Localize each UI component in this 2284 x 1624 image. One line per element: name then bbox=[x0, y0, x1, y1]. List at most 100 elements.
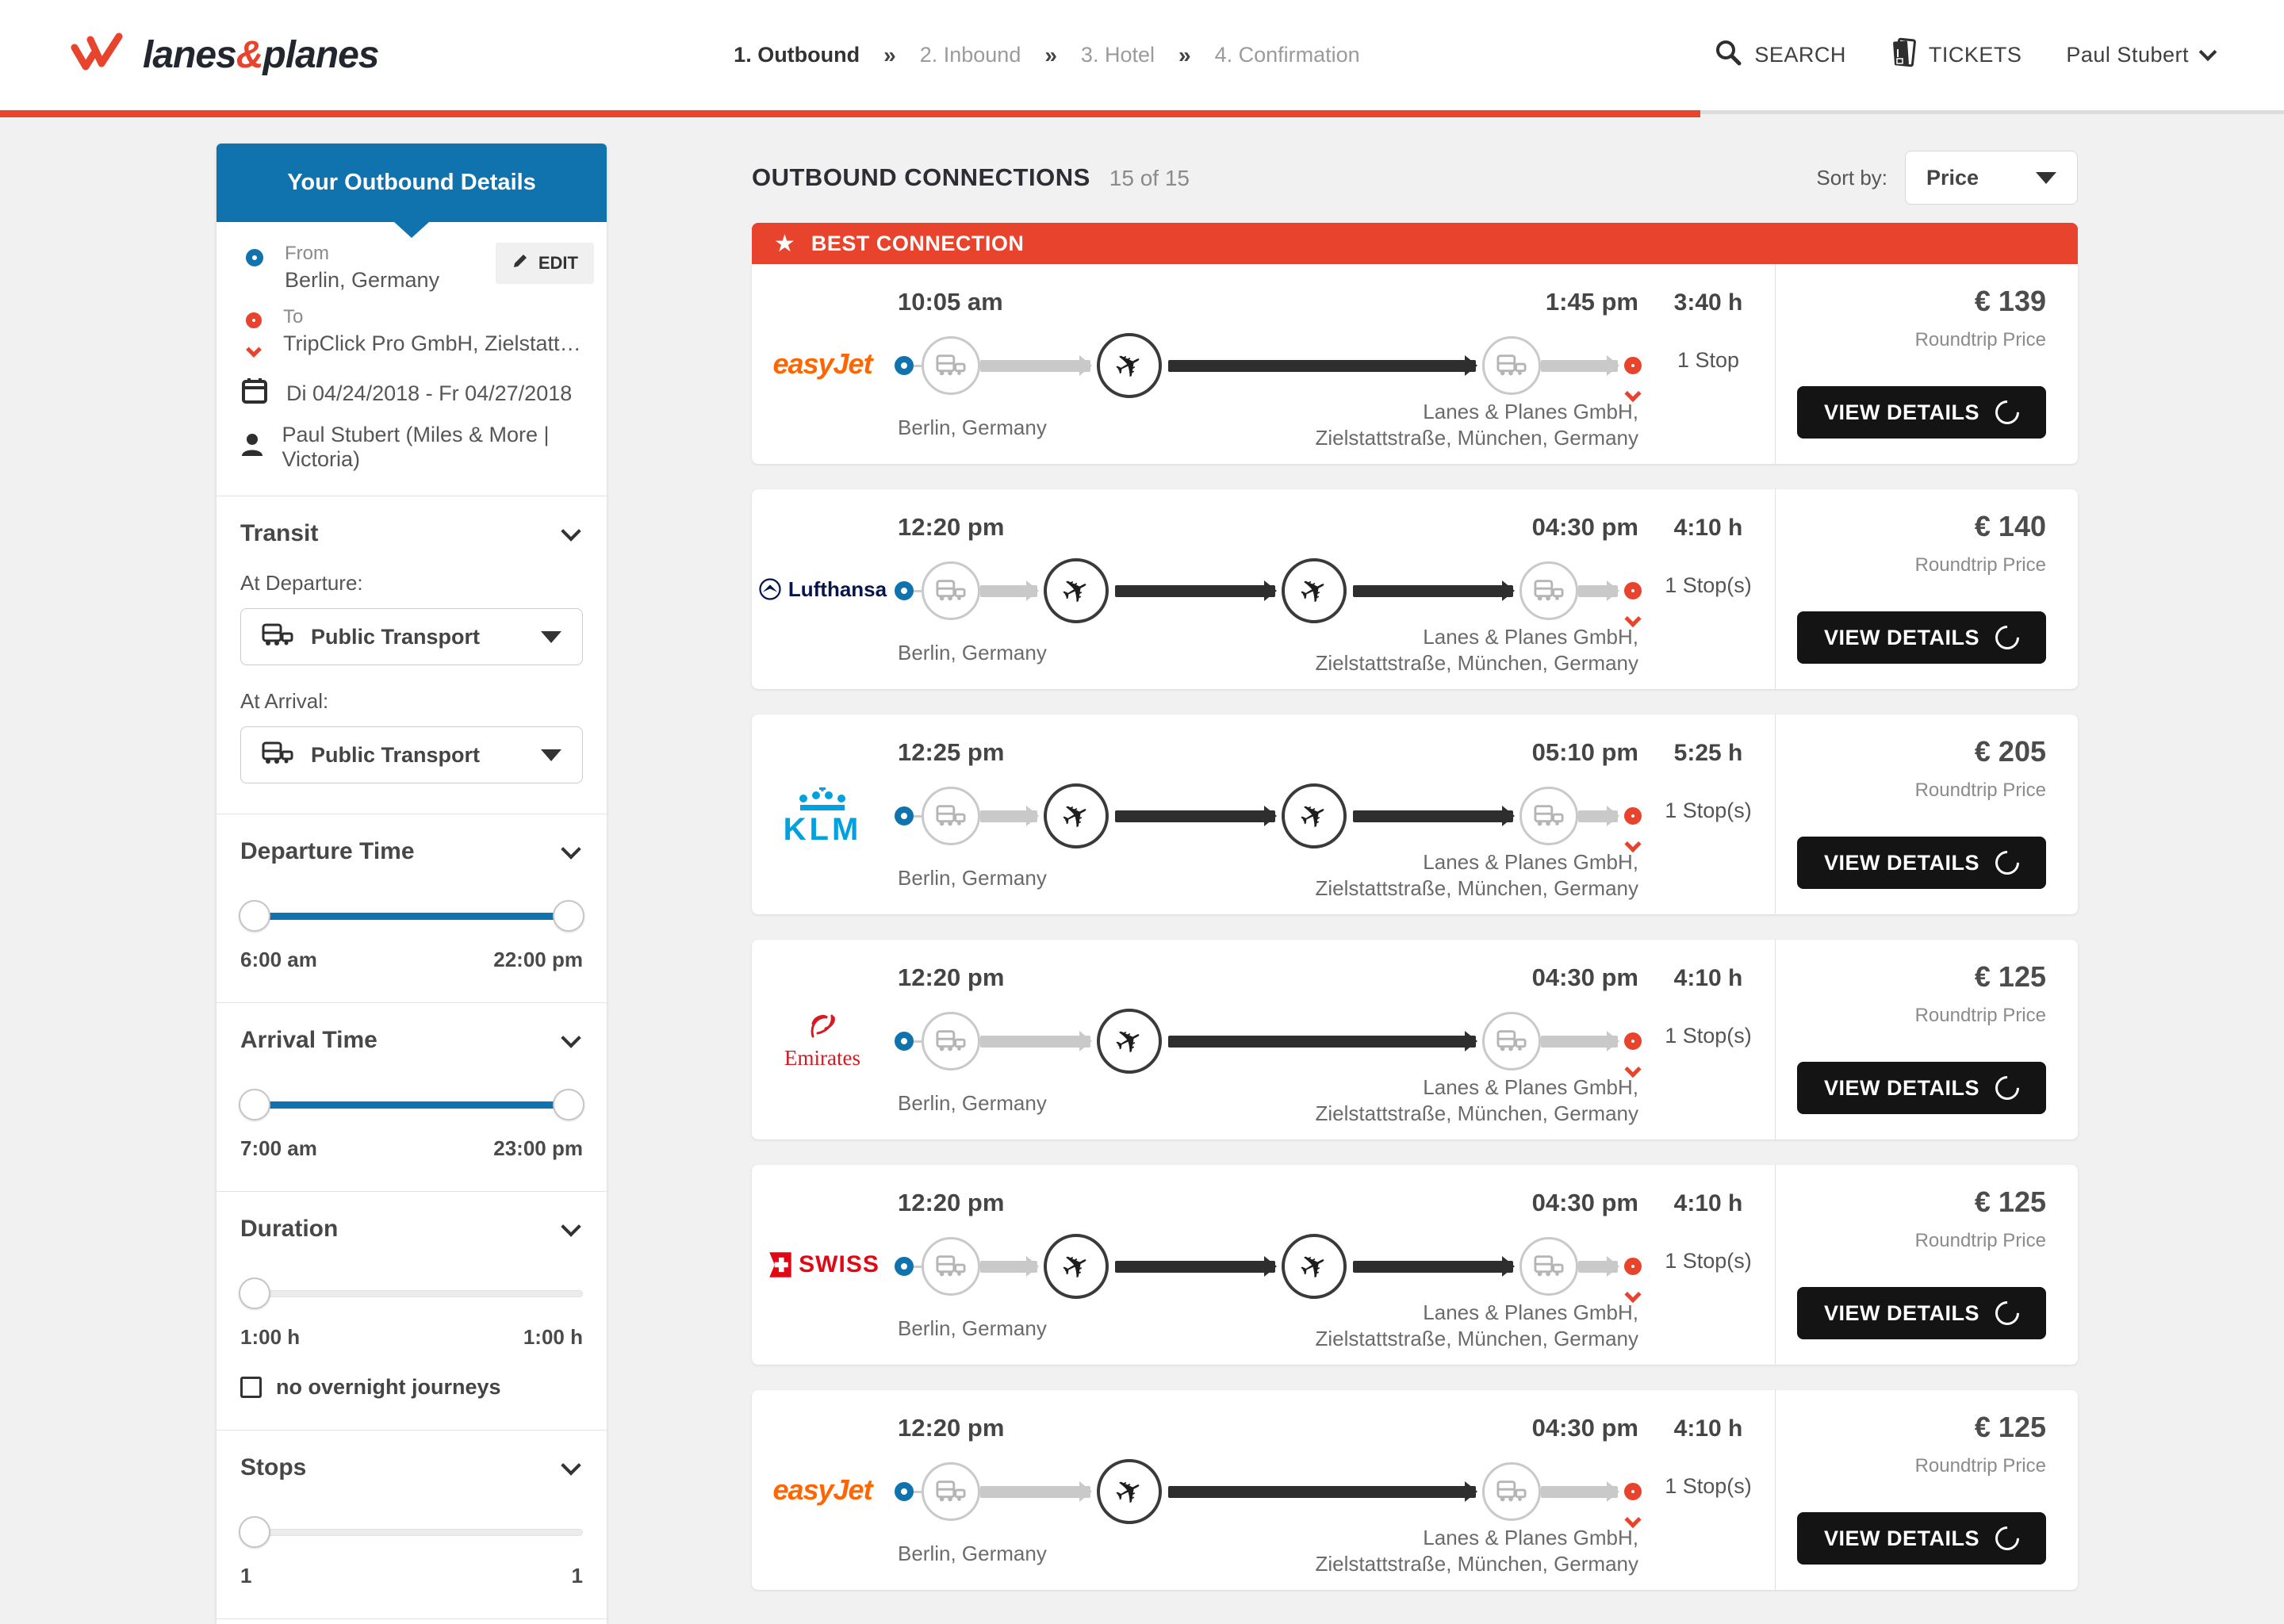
stops-slider bbox=[239, 1516, 583, 1548]
collapse-chevron-icon[interactable] bbox=[561, 1028, 581, 1048]
user-menu[interactable]: Paul Stubert bbox=[2066, 42, 2217, 67]
destination-pin-icon bbox=[1624, 807, 1642, 825]
no-overnight-checkbox-row[interactable]: no overnight journeys bbox=[240, 1375, 583, 1400]
ground-transport-icon bbox=[922, 561, 980, 620]
roundtrip-price-label: Roundtrip Price bbox=[1914, 1005, 2046, 1026]
view-details-button[interactable]: VIEW DETAILS bbox=[1796, 611, 2046, 664]
ground-transport-icon bbox=[922, 1462, 980, 1521]
to-value: TripClick Pro GmbH, Zielstattstraße, Mun… bbox=[283, 331, 584, 355]
total-duration: 4:10 h bbox=[1673, 515, 1743, 541]
at-arrival-label: At Arrival: bbox=[240, 689, 329, 713]
klm-logo: KLM bbox=[784, 787, 862, 845]
total-duration: 5:25 h bbox=[1673, 740, 1743, 766]
journey-summary: 12:20 pm 04:30 pm ✈ bbox=[893, 940, 1642, 1139]
view-details-button[interactable]: VIEW DETAILS bbox=[1796, 1512, 2046, 1565]
user-name: Paul Stubert bbox=[2066, 43, 2189, 67]
connection-card: easyJet 12:20 pm 04:30 pm ✈ bbox=[752, 1390, 2078, 1590]
collapse-chevron-icon[interactable] bbox=[561, 1216, 581, 1237]
lufthansa-logo: Lufthansa bbox=[758, 577, 887, 602]
journey-timeline: ✈ ✈ bbox=[895, 1234, 1642, 1299]
stops-count: 1 Stop bbox=[1677, 348, 1740, 372]
price-value: € 125 bbox=[1974, 1411, 2046, 1443]
journey-summary: 12:25 pm 05:10 pm ✈ ✈ bbox=[893, 714, 1642, 914]
collapse-chevron-icon[interactable] bbox=[561, 521, 581, 542]
loader-circle-icon bbox=[1990, 620, 2025, 655]
arrival-transit-select[interactable]: Public Transport bbox=[240, 726, 583, 783]
loader-circle-icon bbox=[1990, 1071, 2025, 1105]
emirates-logo: Emirates bbox=[784, 1009, 860, 1071]
journey-timeline: ✈ bbox=[895, 1009, 1642, 1074]
slider-handle-max[interactable] bbox=[553, 900, 584, 932]
arrival-time: 04:30 pm bbox=[1531, 513, 1638, 541]
sidebar-title: Your Outbound Details bbox=[287, 170, 536, 195]
sort-select-value: Price bbox=[1926, 165, 1979, 190]
slider-handle-min[interactable] bbox=[239, 900, 270, 932]
journey-summary: 12:20 pm 04:30 pm ✈ ✈ bbox=[893, 1165, 1642, 1365]
date-range-value: Di 04/24/2018 - Fr 04/27/2018 bbox=[286, 381, 573, 405]
arrival-time: 04:30 pm bbox=[1531, 963, 1638, 991]
departure-time: 12:25 pm bbox=[898, 738, 1005, 766]
brand-logo-text: lanes&planes bbox=[143, 34, 379, 76]
price-value: € 125 bbox=[1974, 1185, 2046, 1218]
journey-timeline: ✈ bbox=[895, 1459, 1642, 1524]
view-details-button[interactable]: VIEW DETAILS bbox=[1796, 837, 2046, 889]
best-connection-label: BEST CONNECTION bbox=[811, 231, 1025, 255]
step-outbound[interactable]: 1. Outbound bbox=[734, 43, 860, 67]
no-overnight-label: no overnight journeys bbox=[276, 1375, 501, 1399]
roundtrip-price-label: Roundtrip Price bbox=[1914, 1455, 2046, 1477]
step-confirmation[interactable]: 4. Confirmation bbox=[1214, 43, 1360, 67]
flight-icon: ✈ bbox=[1044, 558, 1109, 623]
from-value: Berlin, Germany bbox=[285, 268, 440, 292]
price-column: € 139 Roundtrip Price VIEW DETAILS bbox=[1775, 264, 2078, 464]
duration-column: 4:10 h 1 Stop(s) bbox=[1642, 1165, 1775, 1365]
flight-icon: ✈ bbox=[1096, 1009, 1162, 1074]
departure-time-min: 6:00 am bbox=[240, 948, 317, 971]
view-details-button[interactable]: VIEW DETAILS bbox=[1796, 1062, 2046, 1114]
brand-logo[interactable]: lanes&planes bbox=[70, 30, 379, 80]
arrival-time-filter: Arrival Time 7:00 am 23:00 pm bbox=[217, 1003, 607, 1192]
caret-down-icon bbox=[541, 630, 561, 643]
header-progress-bar bbox=[0, 110, 2284, 117]
slider-handle-max[interactable] bbox=[553, 1089, 584, 1120]
caret-down-icon bbox=[2036, 171, 2056, 184]
flight-icon: ✈ bbox=[1044, 783, 1109, 848]
step-separator: » bbox=[883, 42, 896, 67]
view-details-button[interactable]: VIEW DETAILS bbox=[1796, 386, 2046, 439]
arrival-location: Lanes & Planes GmbH, Zielstattstraße, Mü… bbox=[1315, 400, 1638, 450]
edit-button[interactable]: EDIT bbox=[495, 243, 594, 284]
ticket-icon bbox=[1891, 36, 1916, 74]
departure-location: Berlin, Germany bbox=[898, 1316, 1047, 1340]
destination-pin-icon bbox=[246, 312, 262, 328]
price-value: € 125 bbox=[1974, 960, 2046, 993]
slider-handle[interactable] bbox=[239, 1277, 270, 1309]
tickets-menu-item[interactable]: TICKETS bbox=[1891, 36, 2022, 74]
origin-ring-icon bbox=[246, 249, 263, 266]
total-duration: 4:10 h bbox=[1673, 1415, 1743, 1442]
duration-column: 5:25 h 1 Stop(s) bbox=[1642, 714, 1775, 914]
page-title: OUTBOUND CONNECTIONS bbox=[752, 163, 1090, 191]
duration-column: 4:10 h 1 Stop(s) bbox=[1642, 1390, 1775, 1590]
klm-crown-icon bbox=[799, 787, 845, 810]
arrival-location: Lanes & Planes GmbH, Zielstattstraße, Mü… bbox=[1315, 850, 1638, 900]
step-hotel[interactable]: 3. Hotel bbox=[1080, 43, 1155, 67]
collapse-chevron-icon[interactable] bbox=[561, 1455, 581, 1476]
slider-handle[interactable] bbox=[239, 1516, 270, 1548]
step-inbound[interactable]: 2. Inbound bbox=[919, 43, 1021, 67]
collapse-chevron-icon[interactable] bbox=[561, 839, 581, 860]
slider-handle-min[interactable] bbox=[239, 1089, 270, 1120]
flight-icon: ✈ bbox=[1044, 1234, 1109, 1299]
search-menu-item[interactable]: SEARCH bbox=[1715, 39, 1846, 71]
departure-transit-value: Public Transport bbox=[311, 624, 481, 649]
origin-ring-icon bbox=[895, 806, 914, 825]
view-details-button[interactable]: VIEW DETAILS bbox=[1796, 1287, 2046, 1339]
ground-transport-icon bbox=[1519, 1237, 1578, 1296]
price-column: € 205 Roundtrip Price VIEW DETAILS bbox=[1775, 714, 2078, 914]
checkbox-icon[interactable] bbox=[240, 1377, 262, 1398]
price-value: € 205 bbox=[1974, 735, 2046, 768]
sort-select[interactable]: Price bbox=[1905, 151, 2078, 205]
stops-count: 1 Stop(s) bbox=[1665, 573, 1752, 597]
destination-pin-icon bbox=[1624, 1032, 1642, 1050]
total-duration: 4:10 h bbox=[1673, 965, 1743, 991]
roundtrip-price-label: Roundtrip Price bbox=[1914, 329, 2046, 350]
departure-transit-select[interactable]: Public Transport bbox=[240, 608, 583, 665]
